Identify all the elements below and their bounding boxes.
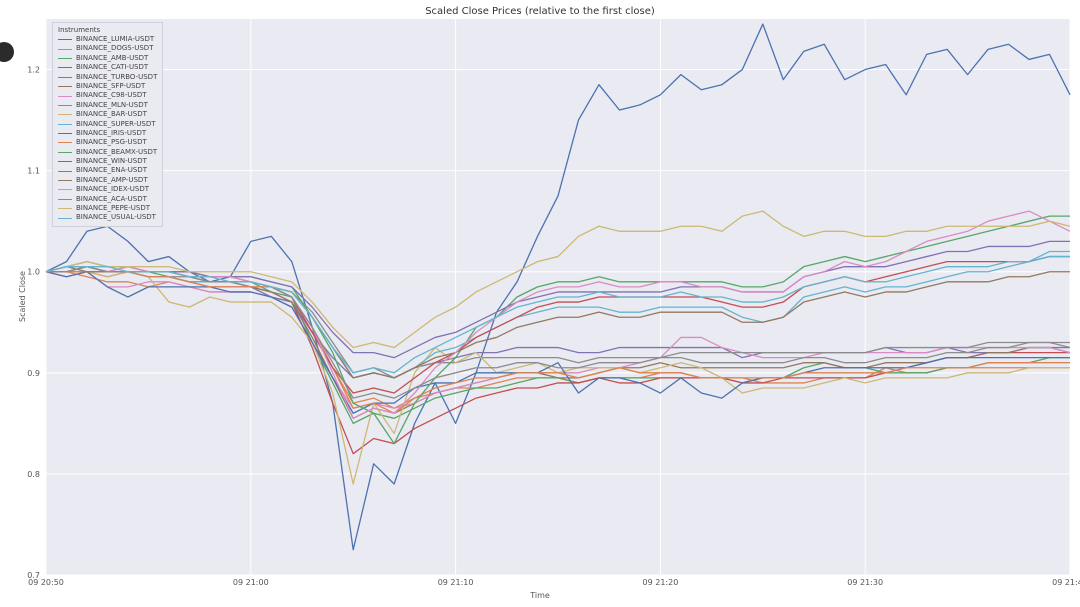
- svg-text:09 21:40: 09 21:40: [1052, 578, 1080, 587]
- svg-text:1.1: 1.1: [27, 167, 40, 176]
- legend-swatch: [58, 58, 72, 59]
- legend-label: BINANCE_ACA-USDT: [76, 195, 147, 204]
- chart-container: Scaled Close Prices (relative to the fir…: [0, 0, 1080, 607]
- svg-text:0.9: 0.9: [27, 369, 40, 378]
- legend-swatch: [58, 171, 72, 172]
- legend-item: BINANCE_IRIS-USDT: [58, 129, 157, 138]
- legend-label: BINANCE_IRIS-USDT: [76, 129, 146, 138]
- svg-text:09 21:00: 09 21:00: [233, 578, 269, 587]
- legend-item: BINANCE_MLN-USDT: [58, 101, 157, 110]
- legend-item: BINANCE_LUMIA-USDT: [58, 35, 157, 44]
- plot-area: 0.70.80.91.01.11.209 20:5009 21:0009 21:…: [27, 19, 1080, 587]
- legend-label: BINANCE_ENA-USDT: [76, 166, 147, 175]
- legend-item: BINANCE_ENA-USDT: [58, 166, 157, 175]
- legend-label: BINANCE_CATI-USDT: [76, 63, 148, 72]
- legend-swatch: [58, 114, 72, 115]
- legend-item: BINANCE_USUAL-USDT: [58, 213, 157, 222]
- x-axis-label: Time: [0, 591, 1080, 600]
- legend-swatch: [58, 67, 72, 68]
- legend-item: BINANCE_BEAMX-USDT: [58, 148, 157, 157]
- legend-swatch: [58, 180, 72, 181]
- legend-label: BINANCE_WIN-USDT: [76, 157, 147, 166]
- legend-swatch: [58, 189, 72, 190]
- legend-title: Instruments: [58, 26, 157, 34]
- legend-swatch: [58, 86, 72, 87]
- svg-text:09 21:20: 09 21:20: [643, 578, 679, 587]
- legend-label: BINANCE_SUPER-USDT: [76, 120, 156, 129]
- legend-item: BINANCE_C98-USDT: [58, 91, 157, 100]
- legend-label: BINANCE_SFP-USDT: [76, 82, 145, 91]
- legend-label: BINANCE_MLN-USDT: [76, 101, 148, 110]
- legend-swatch: [58, 199, 72, 200]
- legend-swatch: [58, 218, 72, 219]
- svg-text:1.2: 1.2: [27, 66, 40, 75]
- legend-swatch: [58, 39, 72, 40]
- legend-label: BINANCE_PEPE-USDT: [76, 204, 150, 213]
- legend-item: BINANCE_SUPER-USDT: [58, 120, 157, 129]
- legend-items: BINANCE_LUMIA-USDTBINANCE_DOGS-USDTBINAN…: [58, 35, 157, 223]
- legend: Instruments BINANCE_LUMIA-USDTBINANCE_DO…: [52, 22, 163, 227]
- legend-item: BINANCE_CATI-USDT: [58, 63, 157, 72]
- legend-item: BINANCE_DOGS-USDT: [58, 44, 157, 53]
- legend-label: BINANCE_LUMIA-USDT: [76, 35, 154, 44]
- legend-label: BINANCE_PSG-USDT: [76, 138, 147, 147]
- legend-label: BINANCE_AMB-USDT: [76, 54, 148, 63]
- svg-text:09 21:10: 09 21:10: [438, 578, 474, 587]
- legend-swatch: [58, 161, 72, 162]
- legend-item: BINANCE_TURBO-USDT: [58, 73, 157, 82]
- legend-swatch: [58, 96, 72, 97]
- svg-text:09 20:50: 09 20:50: [28, 578, 64, 587]
- legend-item: BINANCE_PSG-USDT: [58, 138, 157, 147]
- legend-item: BINANCE_AMB-USDT: [58, 54, 157, 63]
- legend-label: BINANCE_USUAL-USDT: [76, 213, 156, 222]
- legend-swatch: [58, 142, 72, 143]
- legend-item: BINANCE_SFP-USDT: [58, 82, 157, 91]
- legend-item: BINANCE_WIN-USDT: [58, 157, 157, 166]
- svg-text:09 21:30: 09 21:30: [847, 578, 883, 587]
- y-axis-label: Scaled Close: [18, 271, 27, 322]
- legend-item: BINANCE_AMP-USDT: [58, 176, 157, 185]
- legend-item: BINANCE_PEPE-USDT: [58, 204, 157, 213]
- legend-swatch: [58, 133, 72, 134]
- legend-label: BINANCE_C98-USDT: [76, 91, 147, 100]
- legend-swatch: [58, 152, 72, 153]
- legend-label: BINANCE_AMP-USDT: [76, 176, 148, 185]
- legend-swatch: [58, 208, 72, 209]
- svg-text:1.0: 1.0: [27, 268, 40, 277]
- legend-item: BINANCE_IDEX-USDT: [58, 185, 157, 194]
- legend-swatch: [58, 49, 72, 50]
- svg-text:0.8: 0.8: [27, 470, 40, 479]
- legend-swatch: [58, 105, 72, 106]
- legend-item: BINANCE_BAR-USDT: [58, 110, 157, 119]
- legend-label: BINANCE_DOGS-USDT: [76, 44, 153, 53]
- legend-item: BINANCE_ACA-USDT: [58, 195, 157, 204]
- legend-swatch: [58, 124, 72, 125]
- legend-label: BINANCE_BAR-USDT: [76, 110, 147, 119]
- legend-label: BINANCE_TURBO-USDT: [76, 73, 157, 82]
- legend-label: BINANCE_IDEX-USDT: [76, 185, 149, 194]
- legend-swatch: [58, 77, 72, 78]
- legend-label: BINANCE_BEAMX-USDT: [76, 148, 157, 157]
- chart-title: Scaled Close Prices (relative to the fir…: [0, 6, 1080, 17]
